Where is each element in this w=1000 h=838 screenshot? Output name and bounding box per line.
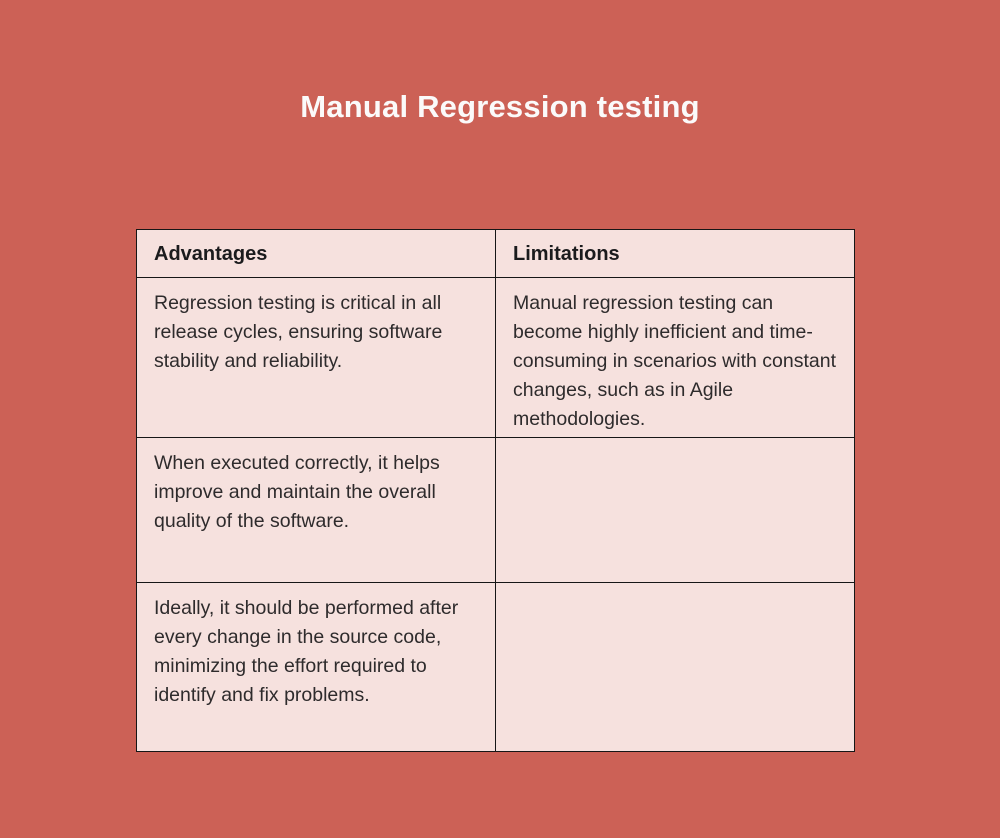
table-row: When executed correctly, it helps improv… [136, 437, 855, 583]
comparison-table: Advantages Limitations Regression testin… [136, 229, 855, 752]
table-row: Ideally, it should be performed after ev… [136, 582, 855, 752]
cell-advantages-2: When executed correctly, it helps improv… [136, 437, 496, 583]
table-header-row: Advantages Limitations [136, 229, 855, 278]
page-title: Manual Regression testing [300, 89, 700, 124]
table-row: Regression testing is critical in all re… [136, 277, 855, 438]
cell-advantages-1: Regression testing is critical in all re… [136, 277, 496, 438]
column-header-limitations: Limitations [495, 229, 855, 278]
cell-advantages-3: Ideally, it should be performed after ev… [136, 582, 496, 752]
cell-limitations-3 [495, 582, 855, 752]
cell-limitations-2 [495, 437, 855, 583]
cell-limitations-1: Manual regression testing can become hig… [495, 277, 855, 438]
column-header-advantages: Advantages [136, 229, 496, 278]
